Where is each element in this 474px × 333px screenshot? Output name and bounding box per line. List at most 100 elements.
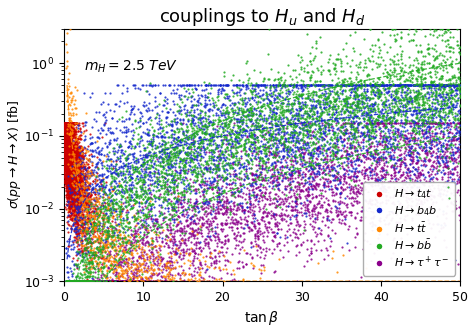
Point: [355, 155, 363, 160]
Point: [359, 131, 366, 136]
Point: [357, 158, 365, 163]
Point: [77, 214, 85, 219]
Point: [62, 133, 69, 139]
Point: [283, 148, 291, 153]
Point: [314, 210, 322, 216]
Point: [248, 227, 256, 233]
Point: [331, 62, 339, 67]
Point: [98, 278, 106, 284]
Point: [70, 278, 78, 284]
Point: [262, 125, 270, 130]
Point: [424, 47, 431, 52]
Point: [346, 81, 354, 87]
Point: [324, 83, 331, 88]
Point: [206, 218, 213, 224]
Point: [409, 184, 416, 190]
Point: [65, 278, 73, 284]
Point: [261, 82, 268, 88]
Point: [340, 133, 347, 138]
Point: [241, 207, 248, 213]
Point: [271, 149, 279, 155]
Point: [79, 189, 87, 194]
Point: [184, 278, 192, 284]
Point: [216, 168, 223, 173]
Point: [143, 227, 150, 233]
Point: [412, 120, 420, 126]
Point: [320, 180, 328, 185]
Point: [237, 162, 244, 167]
Point: [309, 211, 316, 216]
Point: [91, 278, 99, 284]
Point: [373, 82, 381, 88]
Point: [208, 274, 216, 279]
Point: [82, 278, 89, 284]
Point: [369, 124, 376, 129]
Point: [293, 209, 301, 215]
Point: [105, 164, 113, 169]
Point: [196, 193, 203, 199]
Point: [72, 187, 80, 192]
Point: [373, 120, 380, 126]
Point: [73, 278, 80, 284]
Point: [204, 239, 212, 244]
Point: [96, 266, 104, 271]
Point: [328, 167, 336, 173]
Point: [93, 223, 101, 228]
Point: [448, 76, 456, 81]
Point: [62, 120, 69, 126]
Point: [265, 120, 273, 126]
Point: [74, 145, 82, 150]
Point: [389, 156, 397, 161]
Point: [310, 171, 318, 176]
Point: [233, 205, 240, 211]
Point: [62, 128, 70, 134]
Point: [179, 166, 187, 171]
Point: [271, 223, 278, 228]
Point: [191, 221, 199, 226]
Point: [283, 165, 291, 170]
Point: [172, 168, 180, 174]
Point: [317, 104, 324, 110]
Point: [134, 267, 142, 272]
Point: [317, 230, 324, 235]
Point: [64, 120, 71, 126]
Point: [61, 141, 68, 146]
Point: [427, 82, 435, 88]
Point: [449, 201, 456, 206]
Point: [75, 181, 83, 186]
Point: [189, 141, 196, 146]
Point: [333, 56, 340, 61]
Point: [71, 220, 79, 225]
Point: [350, 178, 357, 183]
Point: [379, 81, 387, 86]
Point: [370, 107, 378, 112]
Point: [340, 82, 348, 88]
Point: [413, 178, 420, 183]
Point: [168, 204, 176, 209]
Point: [365, 205, 373, 210]
Point: [71, 183, 79, 188]
Point: [361, 124, 369, 129]
Point: [391, 146, 399, 151]
Point: [431, 113, 438, 118]
Point: [320, 142, 328, 147]
Point: [455, 109, 462, 114]
Point: [118, 115, 126, 120]
Point: [438, 84, 445, 89]
Point: [69, 120, 76, 126]
Point: [146, 188, 154, 193]
Point: [293, 183, 301, 189]
Point: [369, 66, 376, 72]
Point: [201, 180, 209, 185]
Point: [201, 149, 208, 155]
Point: [101, 258, 109, 264]
Point: [264, 145, 271, 150]
Point: [249, 215, 257, 220]
Point: [438, 32, 446, 38]
Point: [186, 221, 194, 226]
Point: [244, 213, 251, 218]
Point: [61, 120, 69, 126]
Point: [317, 104, 324, 110]
Point: [426, 158, 433, 164]
Point: [367, 137, 374, 142]
